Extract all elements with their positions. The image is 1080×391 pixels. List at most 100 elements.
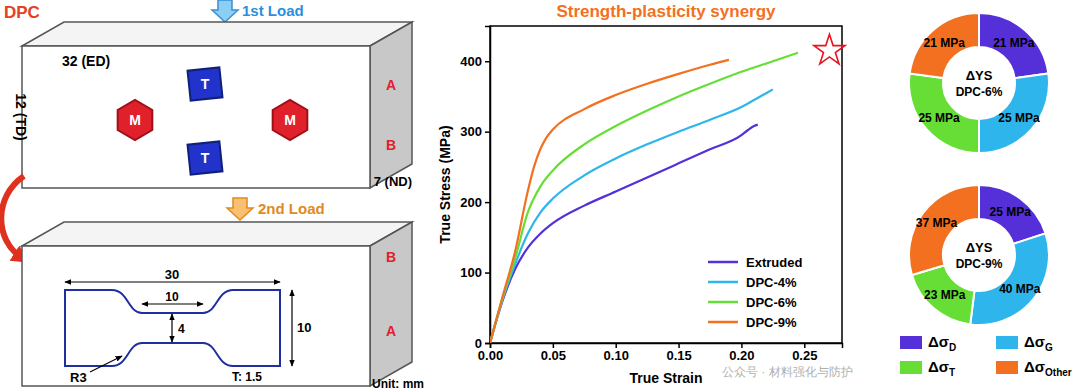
x-tick: 0.20 — [729, 343, 754, 363]
watermark: 公众号 · 材料强化与防护 — [722, 365, 853, 379]
x-tick: 0.15 — [666, 343, 691, 363]
transfer-arrow — [1, 176, 24, 258]
donut-title: ΔYS — [966, 240, 993, 255]
donut-subtitle: DPC-6% — [956, 85, 1003, 99]
chart-title: Strength-plasticity synergy — [556, 2, 776, 21]
x-tick: 0.10 — [604, 343, 629, 363]
box-top — [22, 222, 412, 246]
legend-swatch — [708, 281, 738, 284]
data-label: 21 MPa — [923, 36, 965, 50]
y-tick: 300 — [460, 124, 490, 139]
plot-area — [490, 53, 798, 343]
plot-frame — [490, 26, 842, 343]
donut-slice — [912, 265, 975, 324]
grain-label: T — [201, 150, 210, 166]
legend-label: DPC-9% — [746, 315, 797, 330]
diagram: DPC1st Load32 (ED)12 (TD)7 (ND)ABMTTM2nd… — [1, 0, 424, 391]
dimension-label: 30 — [165, 267, 179, 282]
legend-swatch — [900, 361, 922, 374]
data-label: 40 MPa — [999, 282, 1041, 296]
x-tick: 0.05 — [541, 343, 566, 363]
dimension-line — [291, 290, 292, 366]
legend-label: ΔσOther — [1024, 358, 1072, 378]
grain-label: T — [201, 76, 210, 92]
corner-label: A — [386, 323, 396, 339]
legend: Extruded DPC-4% DPC-6% DPC-9% — [708, 255, 802, 330]
load-arrow — [212, 0, 238, 22]
data-label: 37 MPa — [916, 216, 958, 230]
corner-label: A — [386, 77, 396, 93]
load-label: 2nd Load — [258, 200, 325, 217]
legend-label: ΔσG — [1024, 333, 1053, 353]
legend-swatch — [996, 336, 1018, 349]
annotation-star — [814, 34, 845, 64]
line-chart: Strength-plasticity synergy0.000.050.100… — [437, 2, 845, 386]
diagram-title: DPC — [4, 3, 40, 22]
legend-label: ΔσT — [928, 358, 955, 378]
series-line — [490, 125, 758, 343]
y-axis: 0 100 200 300 400 — [460, 27, 490, 351]
grain — [188, 67, 223, 100]
y-tick-label: 0 — [475, 336, 482, 351]
load-label: 1st Load — [242, 2, 304, 19]
grain — [273, 100, 308, 140]
legend-swatch — [708, 261, 738, 264]
legend-swatch — [900, 336, 922, 349]
box-top — [22, 22, 412, 46]
y-tick-label: 100 — [460, 265, 482, 280]
box-side — [370, 222, 412, 386]
legend-label: DPC-4% — [746, 275, 797, 290]
legend-label: Extruded — [746, 255, 802, 270]
corner-label: B — [386, 137, 396, 153]
box-front — [22, 246, 370, 386]
figure: DPC1st Load32 (ED)12 (TD)7 (ND)ABMTTM2nd… — [0, 0, 1080, 391]
series-line — [490, 89, 773, 343]
data-label: 25 MPa — [989, 205, 1031, 219]
legend: ΔσDΔσGΔσTΔσOther — [900, 333, 1072, 378]
grain-label: M — [129, 112, 141, 128]
corner-label: B — [386, 249, 396, 265]
box-side — [370, 22, 412, 188]
grain — [118, 100, 153, 140]
legend-label: DPC-6% — [746, 295, 797, 310]
dimension-label: 10 — [165, 290, 179, 304]
series-line — [490, 53, 798, 343]
leader-line — [90, 356, 122, 372]
unit-label: Unit: mm — [372, 377, 424, 391]
x-tick-label: 0.20 — [729, 348, 754, 363]
y-tick-label: 200 — [460, 195, 482, 210]
legend-swatch — [996, 361, 1018, 374]
data-label: 21 MPa — [993, 36, 1035, 50]
y-tick: 0 — [475, 336, 490, 351]
dimension-line — [171, 314, 172, 342]
specimen — [65, 290, 280, 366]
grain — [188, 141, 223, 174]
y-tick: 400 — [460, 54, 490, 69]
y-tick-label: 400 — [460, 54, 482, 69]
data-label: 25 MPa — [918, 111, 960, 125]
y-axis-title: True Stress (MPa) — [437, 125, 453, 243]
load-arrow — [227, 198, 253, 220]
x-tick-label: 0.25 — [792, 348, 817, 363]
dimension-label: R3 — [70, 370, 87, 385]
donut-chart: 25 MPa 40 MPa 23 MPa 37 MPa ΔYS DPC-9% — [909, 185, 1049, 325]
series-line — [490, 60, 729, 343]
y-tick: 100 — [460, 265, 490, 280]
legend-swatch — [708, 301, 738, 304]
dimension-label: 7 (ND) — [374, 174, 412, 189]
y-tick: 200 — [460, 195, 490, 210]
x-tick-label: 0.05 — [541, 348, 566, 363]
dimension-label: T: 1.5 — [232, 370, 262, 384]
donut-subtitle: DPC-9% — [956, 257, 1003, 271]
dimension-label: 10 — [297, 320, 311, 335]
data-label: 25 MPa — [998, 111, 1040, 125]
x-tick: 0.25 — [792, 343, 817, 363]
legend-swatch — [708, 321, 738, 324]
dimension-label: 12 (TD) — [13, 93, 29, 140]
donut-chart: 21 MPa25 MPa25 MPa21 MPaΔYSDPC-6% — [909, 13, 1049, 153]
x-axis: 0.000.050.100.150.200.25 — [478, 343, 843, 363]
data-label: 23 MPa — [924, 288, 966, 302]
x-axis-title: True Strain — [629, 370, 702, 386]
dimension-label: 32 (ED) — [62, 53, 110, 69]
x-tick-label: 0.10 — [604, 348, 629, 363]
